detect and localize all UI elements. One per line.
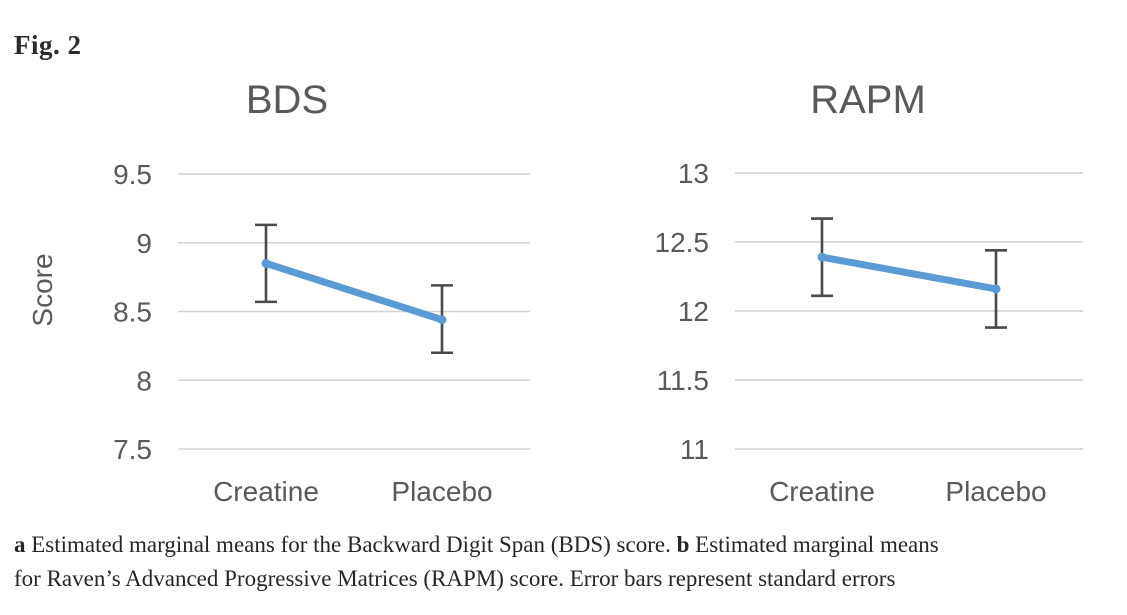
data-point-marker — [261, 258, 271, 268]
caption-panel-label-a: a — [14, 532, 26, 557]
chart-rapm: 13 12.5 12 11.5 11 RAPM Creatine Placebo — [655, 78, 1083, 507]
caption-text-a: Estimated marginal means for the Backwar… — [25, 532, 677, 557]
charts-canvas: 9.5 9 8.5 8 7.5 BDS Score Creatine Placebo 13 12.5… — [27, 78, 1083, 507]
y-tick-label: 13 — [678, 158, 709, 189]
y-axis-title: Score — [27, 253, 58, 326]
y-tick-label: 8 — [136, 365, 152, 396]
caption-line-2: for Raven’s Advanced Progressive Matrice… — [14, 566, 896, 591]
chart-title: RAPM — [810, 78, 926, 122]
y-tick-label: 11.5 — [657, 365, 709, 396]
data-point-marker — [817, 252, 827, 262]
caption-panel-label-b: b — [676, 532, 690, 557]
category-label: Creatine — [769, 476, 875, 507]
series-line — [818, 253, 1000, 293]
y-tick-label: 9 — [136, 228, 152, 259]
y-tick-label: 11 — [680, 434, 709, 465]
y-tick-label: 12 — [678, 296, 709, 327]
chart-bds: 9.5 9 8.5 8 7.5 BDS Score Creatine Placebo — [27, 78, 530, 507]
category-label: Placebo — [391, 476, 492, 507]
data-point-marker — [437, 315, 447, 325]
figure-label: Fig. 2 — [14, 30, 82, 60]
data-point-marker — [991, 284, 1001, 294]
figure-caption: a Estimated marginal means for the Backw… — [14, 528, 1119, 596]
chart-title: BDS — [246, 78, 328, 122]
y-tick-label: 8.5 — [113, 297, 152, 328]
category-label: Creatine — [213, 476, 319, 507]
y-tick-label: 12.5 — [655, 227, 710, 258]
caption-text-b: Estimated marginal means — [689, 532, 939, 557]
series-line — [262, 259, 446, 324]
category-label: Placebo — [945, 476, 1046, 507]
y-tick-label: 9.5 — [113, 159, 152, 190]
y-tick-label: 7.5 — [113, 434, 152, 465]
